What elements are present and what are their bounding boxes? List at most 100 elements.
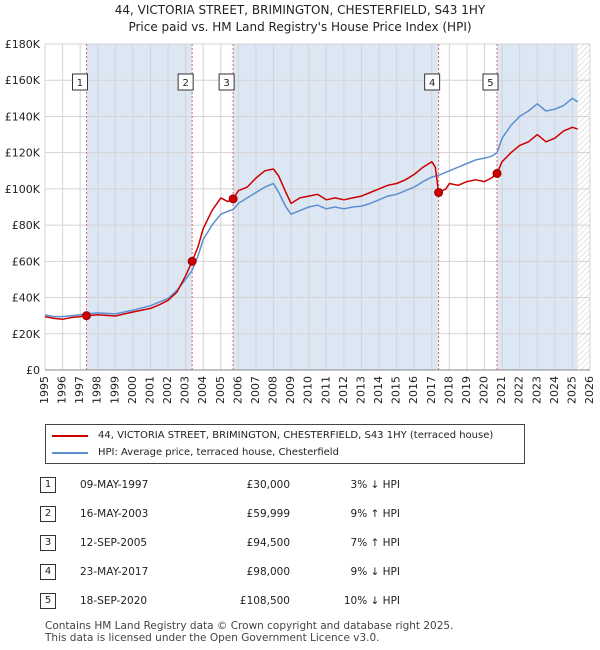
shaded-range bbox=[86, 44, 193, 370]
hpi-line bbox=[44, 97, 579, 318]
x-tick-label: 2012 bbox=[337, 376, 350, 404]
sale-number-label: 4 bbox=[429, 78, 435, 89]
sale-price: £108,500 bbox=[239, 594, 290, 607]
x-tick-label: 2001 bbox=[143, 376, 156, 404]
x-tick-label: 2022 bbox=[513, 376, 526, 404]
x-tick-label: 2009 bbox=[284, 376, 297, 404]
sale-hpi-diff: 9% ↑ HPI bbox=[350, 507, 400, 520]
x-tick-label: 1998 bbox=[91, 376, 104, 404]
forecast-hatch bbox=[577, 44, 590, 370]
x-tick-label: 1996 bbox=[56, 376, 69, 404]
chart-title: 44, VICTORIA STREET, BRIMINGTON, CHESTER… bbox=[114, 3, 486, 17]
x-tick-label: 2006 bbox=[231, 376, 244, 404]
x-tick-label: 2017 bbox=[425, 376, 438, 404]
footer: Contains HM Land Registry data © Crown c… bbox=[45, 620, 453, 644]
sale-number: 1 bbox=[40, 476, 56, 493]
y-tick-label: £140K bbox=[5, 110, 41, 123]
x-tick-label: 2003 bbox=[179, 376, 192, 404]
footer-copyright: Contains HM Land Registry data © Crown c… bbox=[45, 620, 454, 632]
sale-row: 5 18-SEP-2020 £108,500 10% ↓ HPI bbox=[40, 586, 400, 615]
x-tick-label: 1995 bbox=[38, 376, 51, 404]
y-tick-label: £100K bbox=[5, 183, 41, 196]
sale-number: 2 bbox=[40, 505, 56, 522]
sale-date: 18-SEP-2020 bbox=[80, 594, 148, 607]
x-tick-label: 2023 bbox=[530, 376, 543, 404]
x-tick-label: 2019 bbox=[460, 376, 473, 404]
x-tick-label: 2018 bbox=[442, 376, 455, 404]
sale-number: 5 bbox=[40, 592, 56, 609]
sale-number-box bbox=[218, 73, 235, 91]
x-tick-label: 2002 bbox=[161, 376, 174, 404]
price-chart: 1 2 3 4 5 £0 £20K £40K £60K £80K £100K £120K £140K £… bbox=[5, 38, 596, 404]
x-tick-label: 2007 bbox=[249, 376, 262, 404]
sale-hpi-diff: 3% ↓ HPI bbox=[350, 478, 400, 491]
sale-marker bbox=[81, 311, 91, 321]
sale-row: 2 16-MAY-2003 £59,999 9% ↑ HPI bbox=[40, 499, 400, 528]
property-price-line bbox=[44, 126, 578, 321]
sale-marker bbox=[434, 188, 444, 198]
sale-date: 16-MAY-2003 bbox=[80, 507, 149, 520]
sale-number: 4 bbox=[40, 563, 56, 580]
x-tick-label: 2025 bbox=[565, 376, 578, 404]
sale-row: 3 12-SEP-2005 £94,500 7% ↑ HPI bbox=[40, 528, 400, 557]
legend-label-property: 44, VICTORIA STREET, BRIMINGTON, CHESTER… bbox=[98, 430, 494, 441]
sale-number-label: 1 bbox=[77, 78, 83, 89]
sale-price: £94,500 bbox=[246, 536, 290, 549]
y-tick-label: £0 bbox=[26, 364, 40, 377]
sale-number-box bbox=[177, 73, 194, 91]
sale-price: £98,000 bbox=[246, 565, 290, 578]
legend-item-hpi: HPI: Average price, terraced house, Ches… bbox=[52, 445, 339, 461]
x-tick-label: 2021 bbox=[495, 376, 508, 404]
chart-title-block: 44, VICTORIA STREET, BRIMINGTON, CHESTER… bbox=[0, 2, 600, 36]
legend-swatch-property bbox=[52, 435, 88, 437]
y-tick-label: £80K bbox=[12, 219, 41, 232]
x-tick-label: 1997 bbox=[73, 376, 86, 404]
legend-label-hpi: HPI: Average price, terraced house, Ches… bbox=[98, 447, 339, 458]
sale-marker bbox=[492, 168, 502, 178]
sale-number-label: 2 bbox=[182, 78, 188, 89]
sale-hpi-diff: 7% ↑ HPI bbox=[350, 536, 400, 549]
sale-date: 23-MAY-2017 bbox=[80, 565, 149, 578]
sale-number-label: 3 bbox=[223, 78, 229, 89]
sale-marker bbox=[187, 256, 197, 266]
footer-licence: This data is licensed under the Open Gov… bbox=[45, 632, 380, 644]
sale-number: 3 bbox=[40, 534, 56, 551]
x-tick-label: 2026 bbox=[583, 376, 596, 404]
sale-price: £30,000 bbox=[246, 478, 290, 491]
sales-table: 1 09-MAY-1997 £30,000 3% ↓ HPI 2 16-MAY-2003 £… bbox=[40, 470, 400, 615]
sale-number-box bbox=[482, 73, 499, 91]
sale-date: 09-MAY-1997 bbox=[80, 478, 149, 491]
sale-price: £59,999 bbox=[246, 507, 290, 520]
y-tick-label: £120K bbox=[5, 147, 41, 160]
x-tick-label: 2005 bbox=[214, 376, 227, 404]
sale-hpi-diff: 10% ↓ HPI bbox=[343, 594, 400, 607]
sale-number-label: 5 bbox=[487, 78, 493, 89]
sale-row: 1 09-MAY-1997 £30,000 3% ↓ HPI bbox=[40, 470, 400, 499]
y-tick-label: £180K bbox=[5, 38, 41, 51]
chart-legend: 44, VICTORIA STREET, BRIMINGTON, CHESTER… bbox=[45, 424, 525, 464]
x-tick-label: 2008 bbox=[267, 376, 280, 404]
y-tick-label: £160K bbox=[5, 74, 41, 87]
y-tick-label: £60K bbox=[12, 255, 41, 268]
sale-number-box bbox=[71, 73, 88, 91]
y-tick-label: £20K bbox=[12, 328, 41, 341]
x-tick-label: 2014 bbox=[372, 376, 385, 404]
x-tick-label: 2011 bbox=[319, 376, 332, 404]
chart-subtitle: Price paid vs. HM Land Registry's House … bbox=[128, 20, 472, 34]
sale-hpi-diff: 9% ↓ HPI bbox=[350, 565, 400, 578]
x-tick-label: 2020 bbox=[478, 376, 491, 404]
sale-row: 4 23-MAY-2017 £98,000 9% ↓ HPI bbox=[40, 557, 400, 586]
sale-marker bbox=[228, 194, 238, 204]
legend-swatch-hpi bbox=[52, 452, 88, 454]
x-tick-label: 2015 bbox=[390, 376, 403, 404]
x-tick-label: 1999 bbox=[108, 376, 121, 404]
x-tick-label: 2004 bbox=[196, 376, 209, 404]
sale-number-box bbox=[424, 73, 441, 91]
y-tick-label: £40K bbox=[12, 292, 41, 305]
x-tick-label: 2013 bbox=[354, 376, 367, 404]
x-tick-label: 2000 bbox=[126, 376, 139, 404]
x-tick-label: 2024 bbox=[548, 376, 561, 404]
legend-item-property: 44, VICTORIA STREET, BRIMINGTON, CHESTER… bbox=[52, 428, 493, 444]
x-tick-label: 2010 bbox=[302, 376, 315, 404]
sale-date: 12-SEP-2005 bbox=[80, 536, 148, 549]
